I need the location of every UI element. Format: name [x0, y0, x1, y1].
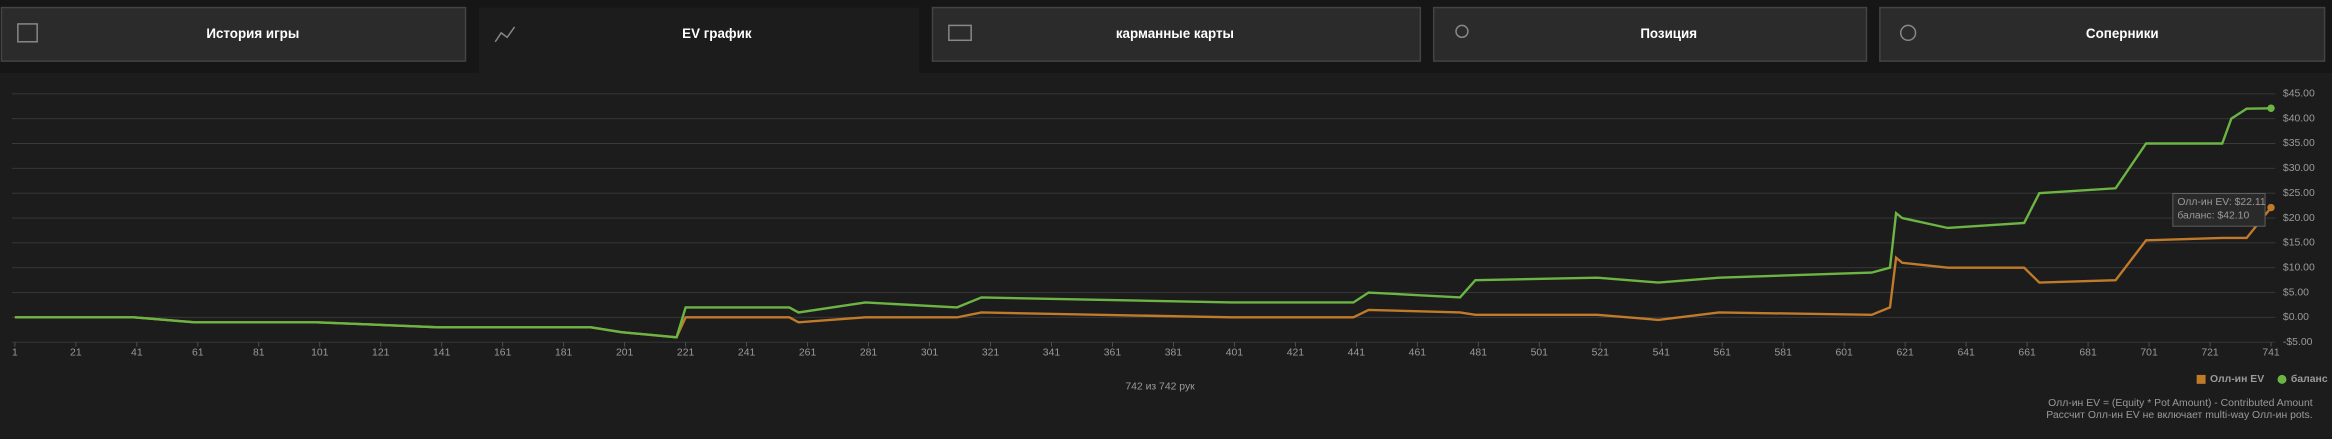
tab-label[interactable]: Позиция: [1640, 26, 1697, 41]
x-tick-label: 81: [253, 347, 265, 358]
tab-active[interactable]: EV график: [478, 7, 920, 74]
x-tick-label: 401: [1226, 347, 1244, 358]
tab-label[interactable]: EV график: [682, 26, 752, 41]
x-tick-label: 681: [2079, 347, 2097, 358]
note: Олл-ин EV = (Equity * Pot Amount) - Cont…: [2048, 398, 2313, 409]
x-tick-label: 101: [311, 347, 329, 358]
y-tick-label: $45.00: [2283, 89, 2315, 100]
x-tick-label: 581: [1775, 347, 1793, 358]
tooltip-text: баланс: $42.10: [2177, 210, 2249, 222]
x-tick-label: 641: [1957, 347, 1975, 358]
tab[interactable]: История игры: [0, 6, 467, 62]
note: Рассчит Олл-ин EV не включает multi-way …: [2046, 410, 2312, 421]
x-tick-label: 461: [1409, 347, 1427, 358]
x-tick-label: 321: [982, 347, 1000, 358]
y-tick-label: $25.00: [2283, 188, 2315, 199]
chart-panel: [0, 73, 2332, 439]
tab-label[interactable]: Соперники: [2086, 26, 2159, 41]
tab[interactable]: Позиция: [1432, 6, 1868, 62]
end-point: [2267, 203, 2275, 212]
x-tick-label: 421: [1287, 347, 1305, 358]
x-tick-label: 61: [192, 347, 204, 358]
series-line: [14, 107, 2272, 339]
x-tick-label: 721: [2201, 347, 2219, 358]
x-tick-label: 441: [1348, 347, 1366, 358]
x-tick-label: 181: [555, 347, 573, 358]
end-point: [2267, 104, 2275, 112]
x-tick-label: 41: [131, 347, 143, 358]
x-tick-label: 261: [799, 347, 817, 358]
legend-swatch: [2277, 374, 2287, 384]
x-tick-label: 741: [2262, 347, 2280, 358]
x-tick-label: 621: [1896, 347, 1914, 358]
x-tick-label: 601: [1835, 347, 1853, 358]
tooltip-text: Олл-ин EV: $22.11: [2177, 197, 2266, 208]
x-tick-label: 661: [2018, 347, 2036, 358]
hand-count: 742 из 742 рук: [1125, 382, 1195, 393]
x-tick-label: 241: [738, 347, 756, 358]
x-tick-label: 501: [1531, 347, 1549, 358]
x-tick-label: 341: [1043, 347, 1061, 358]
x-tick-label: 201: [616, 347, 634, 358]
y-tick-label: $0.00: [2283, 312, 2309, 323]
x-tick-label: 301: [921, 347, 939, 358]
y-tick-label: $5.00: [2283, 287, 2309, 298]
tab[interactable]: карманные карты: [931, 6, 1422, 62]
x-tick-label: 521: [1592, 347, 1610, 358]
x-tick-label: 161: [494, 347, 512, 358]
tooltip-box: [2172, 193, 2266, 227]
x-tick-label: 141: [433, 347, 451, 358]
y-tick-label: -$5.00: [2283, 337, 2313, 348]
legend-label: Олл-ин EV: [2210, 374, 2264, 385]
x-tick-label: 381: [1165, 347, 1183, 358]
y-tick-label: $40.00: [2283, 113, 2315, 124]
y-tick-label: $20.00: [2283, 213, 2315, 224]
tab-label[interactable]: История игры: [206, 26, 299, 41]
tab-label[interactable]: карманные карты: [1116, 26, 1234, 41]
x-tick-label: 481: [1470, 347, 1488, 358]
x-tick-label: 361: [1104, 347, 1122, 358]
y-tick-label: $15.00: [2283, 238, 2315, 249]
x-tick-label: 1: [12, 347, 18, 358]
tab[interactable]: Соперники: [1879, 6, 2326, 62]
x-tick-label: 221: [677, 347, 695, 358]
x-tick-label: 21: [70, 347, 82, 358]
x-tick-label: 561: [1714, 347, 1732, 358]
x-tick-label: 541: [1653, 347, 1671, 358]
x-tick-label: 121: [372, 347, 390, 358]
legend-label: баланс: [2291, 373, 2328, 385]
y-tick-label: $30.00: [2283, 163, 2315, 174]
legend-swatch: [2196, 374, 2206, 384]
x-tick-label: 281: [860, 347, 878, 358]
x-tick-label: 701: [2140, 347, 2158, 358]
y-tick-label: $35.00: [2283, 138, 2315, 149]
y-tick-label: $10.00: [2283, 262, 2315, 273]
